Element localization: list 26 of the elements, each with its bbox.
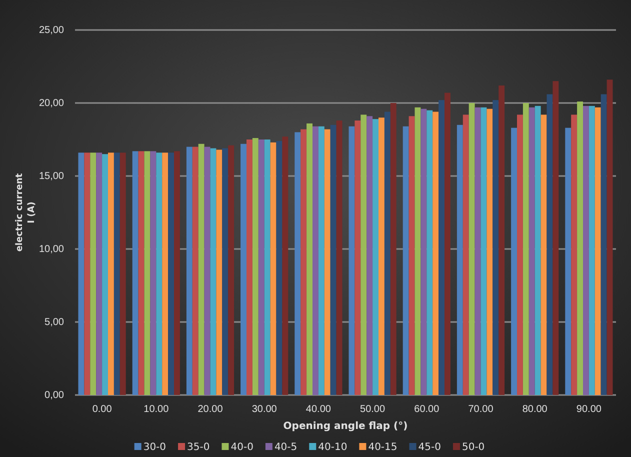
- x-tick-label: 50.00: [360, 404, 386, 416]
- x-tick-label: 20.00: [198, 404, 224, 416]
- y-tick-label: 20,00: [38, 98, 64, 110]
- legend-label: 40-10: [318, 442, 348, 453]
- y-tick-label: 10,00: [38, 244, 64, 256]
- x-tick-label: 40.00: [306, 404, 332, 416]
- x-tick-label: 30.00: [252, 404, 278, 416]
- x-tick-label: 80.00: [522, 404, 548, 416]
- legend-label: 40-15: [368, 442, 398, 453]
- legend-label: 30-0: [143, 442, 166, 453]
- legend-label: 40-0: [230, 442, 254, 453]
- y-tick-label: 25,00: [38, 25, 64, 36]
- legend-label: 35-0: [187, 442, 210, 453]
- y-tick-label: 15,00: [38, 171, 64, 182]
- x-tick-label: 70.00: [468, 404, 494, 416]
- x-tick-label: 0.00: [92, 404, 112, 416]
- legend-label: 50-0: [462, 442, 485, 453]
- legend-label: 40-5: [274, 442, 298, 453]
- y-tick-label: 0,00: [44, 390, 64, 402]
- x-tick-label: 10.00: [144, 404, 170, 416]
- x-tick-label: 60.00: [414, 404, 440, 416]
- y-axis-title: electric current I (A): [15, 172, 37, 252]
- legend-label: 45-0: [418, 442, 441, 453]
- x-tick-label: 90.00: [576, 404, 602, 416]
- y-tick-label: 5,00: [44, 317, 64, 328]
- x-axis-title: Opening angle flap (°): [283, 421, 408, 432]
